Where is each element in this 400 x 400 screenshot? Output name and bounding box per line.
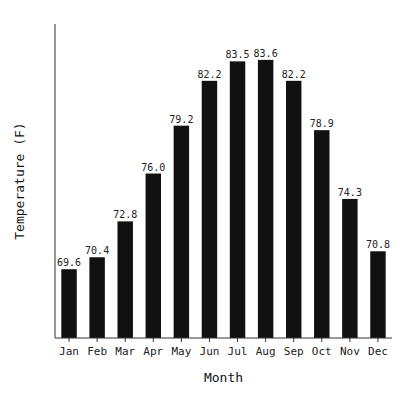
data-label: 69.6: [57, 257, 81, 268]
x-tick-label: Jan: [59, 345, 79, 358]
x-tick-label: Aug: [256, 345, 276, 358]
bar: [89, 257, 104, 338]
x-tick: [181, 338, 182, 342]
bar: [342, 199, 357, 338]
bar: [286, 81, 301, 338]
bar: [314, 130, 329, 338]
data-label: 76.0: [141, 162, 165, 173]
data-label: 83.5: [225, 49, 249, 60]
x-tick: [237, 338, 238, 342]
data-label: 82.2: [197, 69, 221, 80]
data-label: 82.2: [282, 69, 306, 80]
x-tick: [209, 338, 210, 342]
x-tick: [349, 338, 350, 342]
bar: [202, 81, 217, 338]
data-label: 79.2: [169, 114, 193, 125]
y-axis-line: [55, 24, 56, 338]
x-tick-label: Jun: [200, 345, 220, 358]
bar: [230, 61, 245, 338]
x-tick: [293, 338, 294, 342]
x-tick-label: Jul: [228, 345, 248, 358]
x-tick-label: Apr: [143, 345, 163, 358]
data-label: 78.9: [310, 118, 334, 129]
bars: [61, 60, 385, 338]
bar: [370, 251, 385, 338]
bar: [174, 126, 189, 338]
x-tick: [377, 338, 378, 342]
chart: 69.6 70.4 72.8 76.0 79.2 82.2 83.5 83.6 82.2 78.9…: [0, 0, 400, 400]
data-label: 83.6: [254, 48, 278, 59]
bar: [61, 269, 76, 338]
bar: [146, 174, 161, 338]
x-tick-label: Oct: [312, 345, 332, 358]
x-tick-label: Feb: [87, 345, 107, 358]
x-tick-label: May: [171, 345, 191, 358]
data-label: 74.3: [338, 187, 362, 198]
x-tick-label: Dec: [368, 345, 388, 358]
data-label: 70.8: [366, 239, 390, 250]
x-tick-label: Sep: [284, 345, 304, 358]
x-tick: [265, 338, 266, 342]
x-tick-label: Mar: [115, 345, 135, 358]
x-tick: [321, 338, 322, 342]
data-label: 72.8: [113, 209, 137, 220]
x-tick: [69, 338, 70, 342]
x-axis-label: Month: [204, 370, 243, 385]
y-axis-label: Temperature (F): [12, 122, 27, 239]
bar: [117, 221, 132, 338]
x-tick: [153, 338, 154, 342]
x-tick: [97, 338, 98, 342]
data-label: 70.4: [85, 245, 109, 256]
x-tick-label: Nov: [340, 345, 360, 358]
bar: [258, 60, 273, 338]
x-tick: [125, 338, 126, 342]
x-axis-line: [55, 338, 392, 339]
